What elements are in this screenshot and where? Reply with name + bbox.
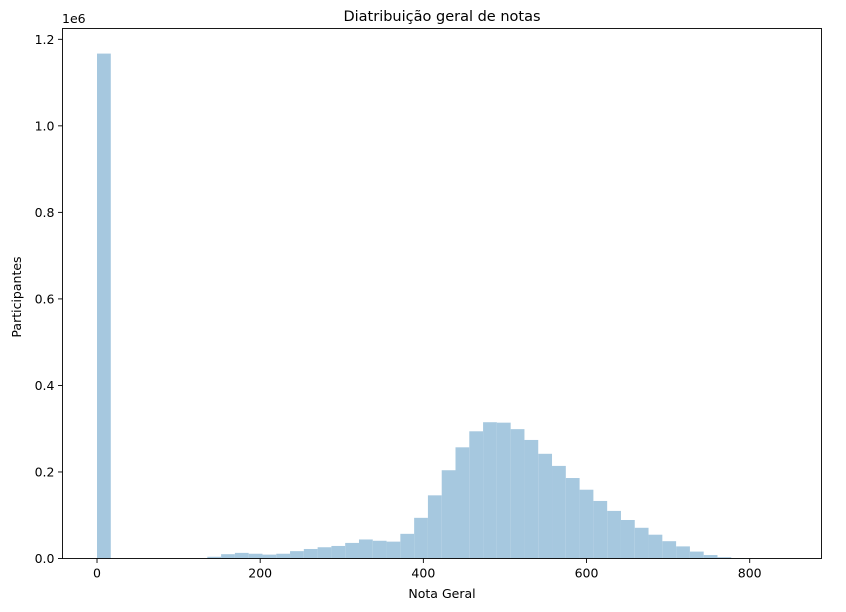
y-tick-label: 0.2 <box>35 464 55 479</box>
histogram-bar <box>331 545 346 559</box>
x-axis: 0 200 400 600 800 <box>93 558 762 581</box>
chart-title: Diatribuição geral de notas <box>343 9 540 25</box>
histogram-bar <box>689 551 704 559</box>
bars-group <box>97 53 746 559</box>
histogram-bar <box>648 534 663 559</box>
histogram-bar <box>372 540 387 559</box>
x-tick-label: 0 <box>93 566 101 581</box>
histogram-bar <box>703 555 718 559</box>
histogram-bar <box>400 533 415 559</box>
plot-frame <box>62 28 822 559</box>
x-axis-label: Nota Geral <box>408 586 475 601</box>
histogram-bar <box>234 552 249 559</box>
histogram-bar <box>97 53 111 559</box>
y-tick-label: 1.2 <box>35 32 55 47</box>
y-offset-label: 1e6 <box>62 11 86 26</box>
x-tick-label: 400 <box>411 566 435 581</box>
histogram-bar <box>662 541 677 559</box>
histogram-bar <box>607 510 621 559</box>
histogram-bar <box>620 519 635 559</box>
histogram-bar <box>358 539 373 559</box>
histogram-bar <box>524 439 539 559</box>
histogram-bar <box>441 470 456 559</box>
histogram-bar <box>221 554 235 559</box>
x-tick-label: 800 <box>738 566 762 581</box>
y-axis-label: Participantes <box>9 256 24 337</box>
y-tick-label: 1.0 <box>35 118 55 133</box>
histogram-bar <box>483 422 497 559</box>
histogram-bar <box>552 465 566 559</box>
y-tick-label: 0.8 <box>35 205 55 220</box>
histogram-bar <box>276 553 291 559</box>
histogram-bar <box>469 431 484 559</box>
histogram-bar <box>262 554 277 559</box>
histogram-bar <box>676 546 690 559</box>
histogram-bar <box>427 495 442 559</box>
histogram-bar <box>455 447 470 559</box>
histogram-bar <box>345 542 359 559</box>
y-axis: 0.0 0.2 0.4 0.6 0.8 1.0 1.2 <box>35 32 63 566</box>
histogram-bar <box>717 557 732 559</box>
histogram-bar <box>565 478 580 559</box>
x-tick-label: 600 <box>575 566 599 581</box>
histogram-bar <box>207 556 222 559</box>
y-tick-label: 0.6 <box>35 291 55 306</box>
histogram-bar <box>538 453 553 559</box>
histogram-bar <box>317 547 332 559</box>
histogram-bar <box>634 527 649 559</box>
histogram-bar <box>303 548 318 559</box>
histogram-bar <box>579 489 594 559</box>
y-tick-label: 0.4 <box>35 378 55 393</box>
histogram-bar <box>386 541 401 559</box>
histogram-bar <box>496 422 511 559</box>
histogram-bar <box>414 517 428 559</box>
x-tick-label: 200 <box>248 566 272 581</box>
y-tick-label: 0.0 <box>35 551 55 566</box>
histogram-bar <box>290 551 304 559</box>
histogram-bar <box>593 500 608 559</box>
histogram-bar <box>510 429 525 559</box>
histogram-bar <box>248 553 263 559</box>
